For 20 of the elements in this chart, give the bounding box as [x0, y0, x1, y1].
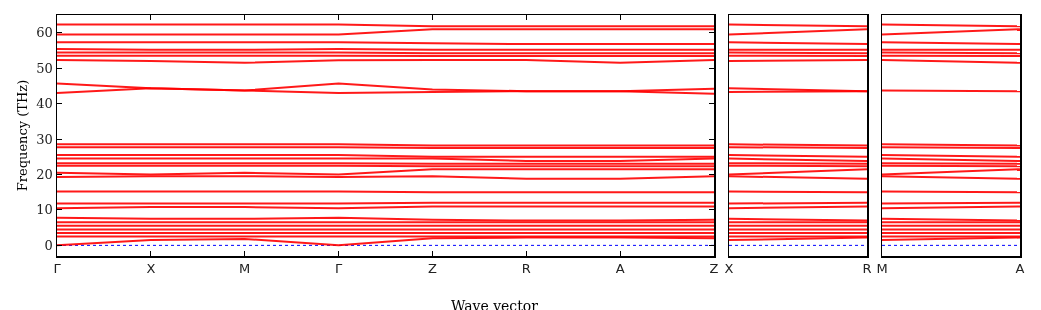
x-tick-label: Γ — [53, 261, 62, 277]
x-tick-label: M — [876, 261, 888, 277]
y-tick-label: 50 — [36, 60, 53, 76]
x-tick-label: Z — [427, 261, 437, 277]
x-tick-label: A — [1015, 261, 1025, 277]
y-tick-label: 30 — [36, 131, 53, 147]
y-tick-label: 20 — [36, 167, 53, 183]
x-tick-label: R — [521, 261, 531, 277]
y-axis-title: Frequency (THz) — [14, 79, 30, 192]
x-tick-label: R — [862, 261, 872, 277]
x-tick-label: A — [615, 261, 625, 277]
x-tick-label: Γ — [334, 261, 343, 277]
x-tick-label: Z — [709, 261, 719, 277]
y-tick-label: 40 — [36, 96, 53, 112]
y-tick-label: 0 — [44, 237, 53, 253]
x-tick-label: M — [239, 261, 251, 277]
x-tick-label: X — [724, 261, 734, 277]
y-tick-label: 10 — [36, 202, 53, 218]
y-tick-label: 60 — [36, 25, 53, 41]
x-tick-label: X — [146, 261, 156, 277]
